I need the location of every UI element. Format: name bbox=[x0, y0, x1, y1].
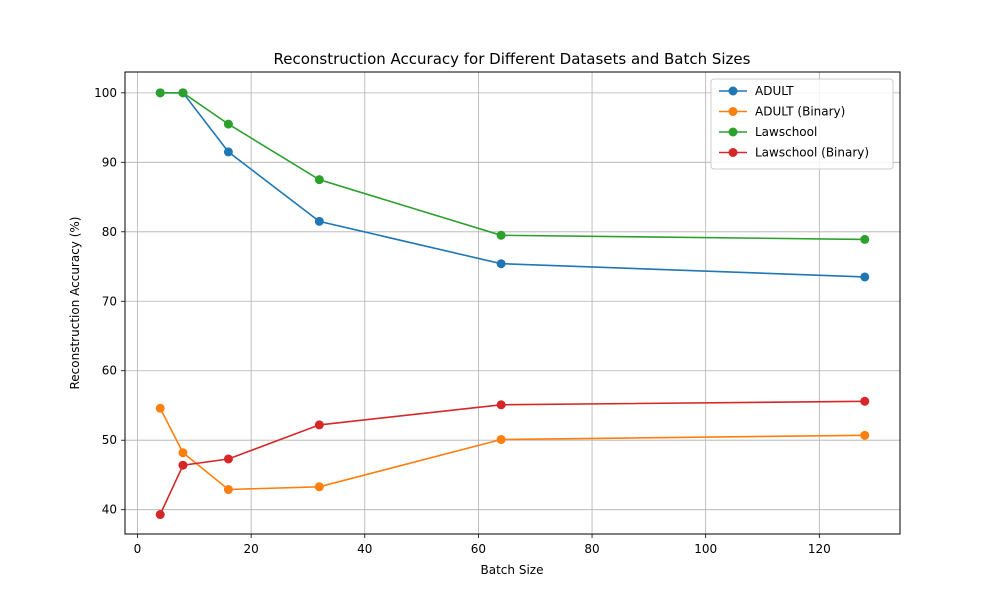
data-point bbox=[178, 460, 188, 470]
x-tick-label: 20 bbox=[243, 542, 258, 556]
data-point bbox=[155, 403, 165, 413]
data-point bbox=[860, 396, 870, 406]
data-point bbox=[314, 175, 324, 185]
x-tick-label: 40 bbox=[357, 542, 372, 556]
legend-label: ADULT bbox=[755, 84, 794, 98]
data-point bbox=[314, 420, 324, 430]
data-point bbox=[223, 454, 233, 464]
legend-label: Lawschool (Binary) bbox=[755, 146, 869, 160]
data-point bbox=[178, 88, 188, 98]
grid bbox=[125, 72, 900, 534]
data-point bbox=[223, 119, 233, 129]
y-tick-label: 70 bbox=[102, 294, 117, 308]
x-tick-label: 80 bbox=[584, 542, 599, 556]
legend-label: Lawschool bbox=[755, 125, 817, 139]
data-point bbox=[314, 482, 324, 492]
data-point bbox=[496, 435, 506, 445]
series-layer bbox=[155, 88, 870, 520]
x-axis-label: Batch Size bbox=[481, 563, 544, 577]
y-tick-label: 80 bbox=[102, 225, 117, 239]
y-tick-label: 100 bbox=[94, 86, 117, 100]
legend-marker bbox=[728, 148, 738, 157]
y-tick-label: 60 bbox=[102, 364, 117, 378]
data-point bbox=[178, 448, 188, 458]
y-axis-label: Reconstruction Accuracy (%) bbox=[68, 217, 82, 390]
x-tick-label: 0 bbox=[134, 542, 142, 556]
legend-box bbox=[710, 78, 894, 170]
data-point bbox=[155, 88, 165, 98]
data-point bbox=[860, 430, 870, 440]
x-tick-label: 60 bbox=[471, 542, 486, 556]
ticks: 0 20 40 60 80 100 120 40 50 60 70 80 90 100 bbox=[94, 86, 831, 556]
data-point bbox=[496, 400, 506, 410]
legend: ADULT ADULT (Binary) Lawschool Lawschool (B… bbox=[710, 78, 894, 170]
data-point bbox=[860, 234, 870, 244]
data-point bbox=[155, 510, 165, 520]
y-tick-label: 40 bbox=[102, 503, 117, 517]
y-tick-label: 90 bbox=[102, 155, 117, 169]
legend-label: ADULT (Binary) bbox=[755, 105, 845, 119]
data-point bbox=[314, 216, 324, 226]
x-tick-label: 120 bbox=[808, 542, 831, 556]
legend-marker bbox=[728, 127, 738, 137]
plot-frame bbox=[124, 71, 901, 535]
data-point bbox=[496, 230, 506, 240]
legend-marker bbox=[728, 107, 738, 116]
chart-title: Reconstruction Accuracy for Different Da… bbox=[274, 50, 751, 68]
series-line bbox=[159, 407, 865, 491]
legend-marker bbox=[728, 86, 738, 96]
y-tick-label: 50 bbox=[102, 433, 117, 447]
series-line bbox=[159, 400, 865, 515]
x-tick-label: 100 bbox=[694, 542, 717, 556]
data-point bbox=[223, 147, 233, 157]
data-point bbox=[860, 272, 870, 282]
data-point bbox=[223, 485, 233, 495]
data-point bbox=[496, 259, 506, 269]
